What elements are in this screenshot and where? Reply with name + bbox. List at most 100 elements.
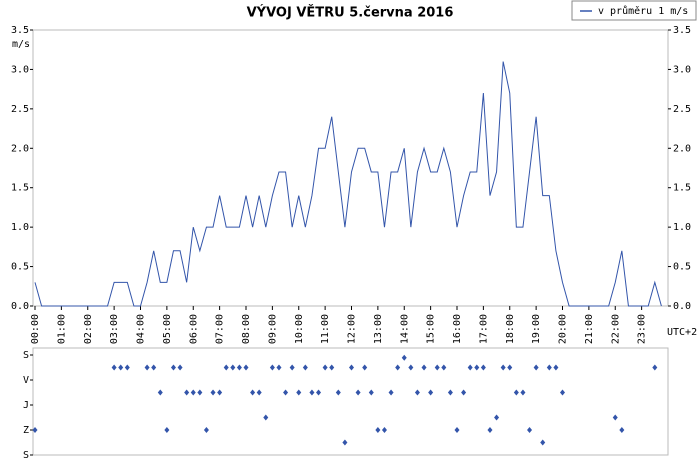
direction-point	[355, 389, 361, 396]
y-tick-label: S	[23, 350, 29, 361]
x-tick-label: 12:00	[347, 314, 358, 344]
y-tick-label: 0.0	[11, 301, 29, 312]
direction-point	[652, 364, 658, 371]
y-tick-label: 1.5	[11, 183, 29, 194]
direction-point	[329, 364, 335, 371]
x-tick-label: 08:00	[241, 314, 252, 344]
x-tick-label: 07:00	[215, 314, 226, 344]
y-tick-label-right: 1.0	[673, 222, 691, 233]
x-unit-label: UTC+2	[667, 327, 697, 338]
y-tick-label-right: 2.5	[673, 104, 691, 115]
direction-point	[421, 364, 427, 371]
direction-point	[533, 364, 539, 371]
direction-point	[527, 427, 533, 433]
y-tick-label-right: 2.0	[673, 143, 691, 154]
y-tick-label: V	[23, 375, 29, 386]
x-tick-label: 05:00	[162, 314, 173, 344]
direction-point	[487, 427, 493, 433]
direction-point	[494, 414, 500, 421]
y-tick-label: 1.0	[11, 222, 29, 233]
direction-point	[388, 389, 394, 396]
y-tick-label-right: 1.5	[673, 183, 691, 194]
direction-point	[513, 389, 519, 396]
x-tick-label: 02:00	[83, 314, 94, 344]
legend-label: v průměru 1 m/s	[598, 5, 688, 17]
x-tick-label: 18:00	[505, 314, 516, 344]
direction-point	[447, 389, 453, 396]
direction-point	[124, 364, 130, 371]
direction-point	[434, 364, 440, 371]
x-tick-label: 11:00	[320, 314, 331, 344]
x-tick-label: 13:00	[373, 314, 384, 344]
direction-point	[349, 364, 354, 371]
x-tick-label: 20:00	[558, 314, 569, 344]
x-tick-label: 09:00	[267, 314, 278, 344]
direction-point	[111, 364, 117, 371]
direction-point	[197, 389, 203, 396]
direction-point	[309, 389, 315, 396]
direction-point	[243, 364, 249, 371]
direction-point	[276, 364, 282, 371]
x-tick-label: 04:00	[136, 314, 147, 344]
direction-point	[283, 389, 289, 396]
legend-box	[571, 0, 697, 21]
x-tick-label: 22:00	[610, 314, 621, 344]
direction-point	[368, 389, 374, 396]
x-tick-label: 03:00	[109, 314, 120, 344]
wind-line	[34, 61, 662, 307]
direction-point	[480, 364, 486, 371]
direction-point	[322, 364, 328, 371]
direction-point	[118, 364, 124, 371]
y-tick-label-right: 0.5	[673, 262, 691, 273]
direction-point	[507, 364, 513, 371]
direction-point	[190, 389, 196, 396]
x-tick-label: 16:00	[452, 314, 463, 344]
direction-point	[289, 364, 295, 371]
direction-point	[335, 389, 341, 396]
direction-point	[170, 364, 176, 371]
x-tick-label: 15:00	[426, 314, 437, 344]
plot-frame	[32, 347, 669, 456]
direction-point	[619, 427, 625, 433]
direction-point	[210, 389, 216, 396]
direction-point	[612, 414, 618, 421]
x-tick-label: 23:00	[637, 314, 648, 344]
x-tick-label: 14:00	[399, 314, 410, 344]
x-tick-label: 19:00	[531, 314, 542, 344]
y-axis-label: m/s	[12, 39, 30, 50]
direction-point	[540, 439, 546, 446]
y-tick-label-right: 3.0	[673, 64, 691, 75]
y-tick-label: 2.0	[11, 143, 29, 154]
direction-point	[461, 389, 467, 396]
direction-point	[381, 427, 387, 433]
direction-point	[230, 364, 236, 371]
x-tick-label: 17:00	[478, 314, 489, 344]
chart-title: VÝVOJ VĚTRU 5.června 2016	[247, 5, 454, 21]
y-tick-label: Z	[23, 425, 29, 436]
y-tick-label: 2.5	[11, 104, 29, 115]
direction-point	[474, 364, 480, 371]
direction-point	[256, 389, 262, 396]
x-tick-label: 10:00	[294, 314, 305, 344]
direction-point	[250, 389, 256, 396]
direction-point	[520, 389, 526, 396]
direction-point	[164, 427, 170, 433]
direction-point	[441, 364, 447, 371]
direction-point	[362, 364, 368, 371]
direction-point	[454, 427, 460, 433]
y-tick-label-right: 3.5	[673, 25, 691, 36]
direction-point	[151, 364, 157, 371]
x-tick-label: 06:00	[188, 314, 199, 344]
y-tick-label: S	[23, 450, 29, 460]
direction-point	[223, 364, 229, 371]
direction-point	[342, 439, 348, 446]
y-tick-label: 3.5	[11, 25, 29, 36]
direction-point	[316, 389, 322, 396]
direction-point	[177, 364, 183, 371]
direction-point	[553, 364, 559, 371]
direction-point	[428, 389, 434, 396]
direction-point	[414, 389, 420, 396]
direction-point	[546, 364, 552, 371]
x-tick-label: 00:00	[30, 314, 41, 344]
